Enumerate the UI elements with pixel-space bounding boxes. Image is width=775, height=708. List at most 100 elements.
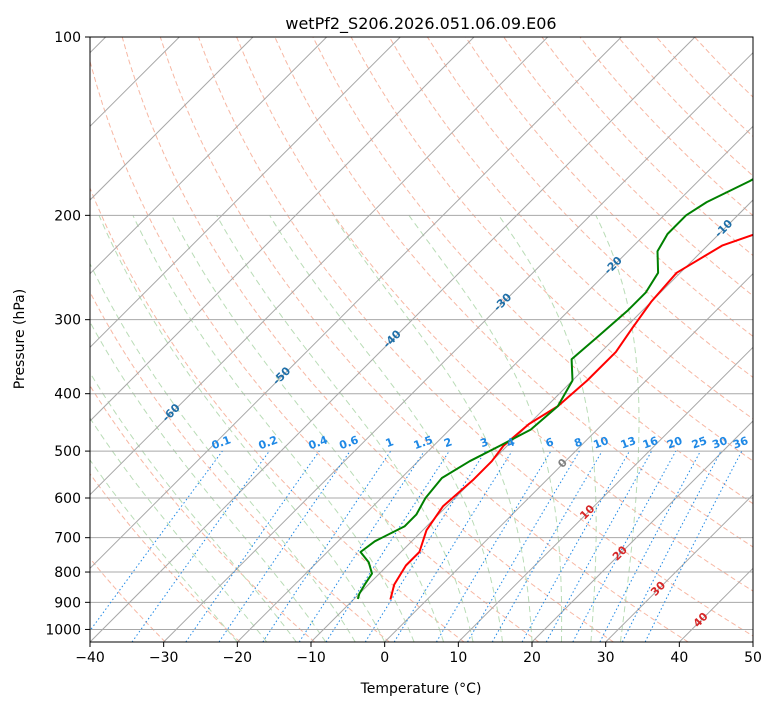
x-tick-label: 0 [380, 650, 389, 666]
mixing-ratio-line [185, 450, 320, 642]
moist-adiabat [90, 321, 327, 642]
plot-area: -100-90-80-70-60-50-40-30-20-10010203040… [90, 37, 753, 642]
x-tick-label: 30 [597, 650, 615, 666]
mixing-ratio-label: 25 [690, 434, 709, 451]
mixing-ratio-label: 6 [544, 435, 556, 450]
moist-adiabat [408, 215, 563, 642]
dry-adiabats [90, 37, 753, 642]
mixing-ratio-line [644, 450, 743, 642]
dry-adiabat [426, 37, 753, 378]
y-tick-label: 900 [54, 595, 81, 611]
dry-adiabat [90, 557, 166, 642]
isotherm-line [90, 37, 549, 496]
mixing-ratio-label: 1 [384, 435, 396, 450]
moist-adiabat [90, 371, 297, 642]
y-tick-label: 800 [54, 565, 81, 581]
x-tick-label: −30 [149, 650, 179, 666]
mixing-ratio-label: 8 [572, 435, 584, 450]
y-tick-label: 400 [54, 387, 81, 403]
isotherm-line [531, 420, 753, 642]
y-tick-label: 300 [54, 313, 81, 329]
y-axis-title: Pressure (hPa) [12, 289, 28, 389]
mixing-ratio-lines [90, 450, 743, 642]
dry-adiabat [159, 37, 689, 642]
isotherm-line [90, 37, 254, 201]
x-tick-label: −20 [223, 650, 253, 666]
mixing-ratio-label: 1.5 [412, 433, 435, 452]
mixing-ratio-line [325, 450, 450, 642]
x-axis-title: Temperature (°C) [360, 681, 482, 697]
mixing-ratio-line [545, 450, 653, 642]
mixing-ratio-label: 2 [442, 435, 454, 450]
mixing-ratio-line [218, 450, 351, 642]
isotherm-line [90, 37, 328, 275]
moist-adiabat [90, 459, 238, 642]
mixing-ratio-labels: 0.1 0.2 0.4 0.6 1 1.5 2 3 4 6 8 10 13 16 20 25 30 36 [210, 433, 750, 452]
temperature-line [389, 233, 753, 600]
y-tick-label: 100 [54, 30, 81, 46]
mixing-ratio-label: 0.1 [210, 433, 233, 452]
y-tick-label: 500 [54, 444, 81, 460]
isotherm-line [384, 272, 753, 642]
isotherm-line [90, 37, 401, 349]
y-tick-label: 1000 [45, 622, 81, 638]
x-axis-ticks: −40 −30 −20 −10 0 10 20 30 40 50 [75, 642, 762, 666]
isotherm-line [310, 199, 753, 642]
dry-adiabat [503, 37, 753, 297]
isotherm-line [457, 346, 753, 642]
isotherms [90, 37, 753, 642]
mixing-ratio-label: 20 [665, 434, 684, 452]
dry-adiabat [90, 384, 316, 642]
mixing-ratio-label: 30 [710, 434, 729, 452]
mixing-ratio-label: 4 [505, 435, 517, 450]
moist-adiabat [132, 215, 415, 642]
moist-adiabat [171, 215, 445, 642]
moist-adiabat [595, 215, 640, 642]
dry-adiabat [198, 37, 753, 637]
mixing-ratio-label: 13 [619, 434, 638, 451]
mixing-ratio-line [298, 450, 425, 642]
moist-adiabat [98, 215, 386, 642]
mixing-ratio-line [572, 450, 677, 642]
mixing-ratio-label: 36 [731, 434, 750, 452]
mixing-ratio-line [131, 450, 270, 642]
y-tick-label: 200 [54, 208, 81, 224]
isotherm-line [90, 37, 475, 422]
isobars [90, 37, 753, 630]
dewpoint-line [356, 178, 753, 600]
x-tick-label: 40 [670, 650, 688, 666]
y-tick-label: 700 [54, 531, 81, 547]
mixing-ratio-label: 0.4 [307, 433, 330, 452]
x-tick-label: 50 [744, 650, 762, 666]
mixing-ratio-line [521, 450, 630, 642]
mixing-ratio-label: 0.2 [257, 433, 280, 452]
dry-adiabat [236, 37, 753, 592]
x-tick-label: 10 [449, 650, 467, 666]
mixing-ratio-label: 10 [592, 434, 611, 452]
mixing-ratio-label: 16 [641, 434, 660, 452]
moist-adiabat [90, 262, 356, 642]
y-axis-ticks: 1000 900 800 700 600 500 400 300 200 100 [45, 30, 90, 638]
isotherm-line [90, 37, 696, 642]
x-tick-label: −10 [296, 650, 326, 666]
isotherm-line [236, 125, 753, 642]
dry-adiabat [90, 59, 540, 642]
dry-adiabat [274, 37, 753, 548]
isotherm-line [90, 37, 622, 570]
sounding-series [356, 178, 753, 600]
isotherm-line [163, 51, 753, 642]
chart-title: wetPf2_S206.2026.051.06.09.E06 [285, 14, 556, 34]
mixing-ratio-label: 0.6 [338, 433, 361, 452]
dry-adiabat [90, 291, 390, 642]
mixing-ratio-line [393, 450, 513, 642]
dry-adiabat [350, 37, 753, 462]
moist-adiabat [90, 417, 268, 642]
dry-adiabat [90, 186, 465, 642]
moist-adiabat [269, 215, 503, 642]
dry-adiabat [90, 472, 241, 642]
moist-adiabat [216, 215, 474, 642]
mixing-ratio-line [262, 450, 392, 642]
mixing-ratio-line [90, 450, 223, 632]
y-tick-label: 600 [54, 491, 81, 507]
